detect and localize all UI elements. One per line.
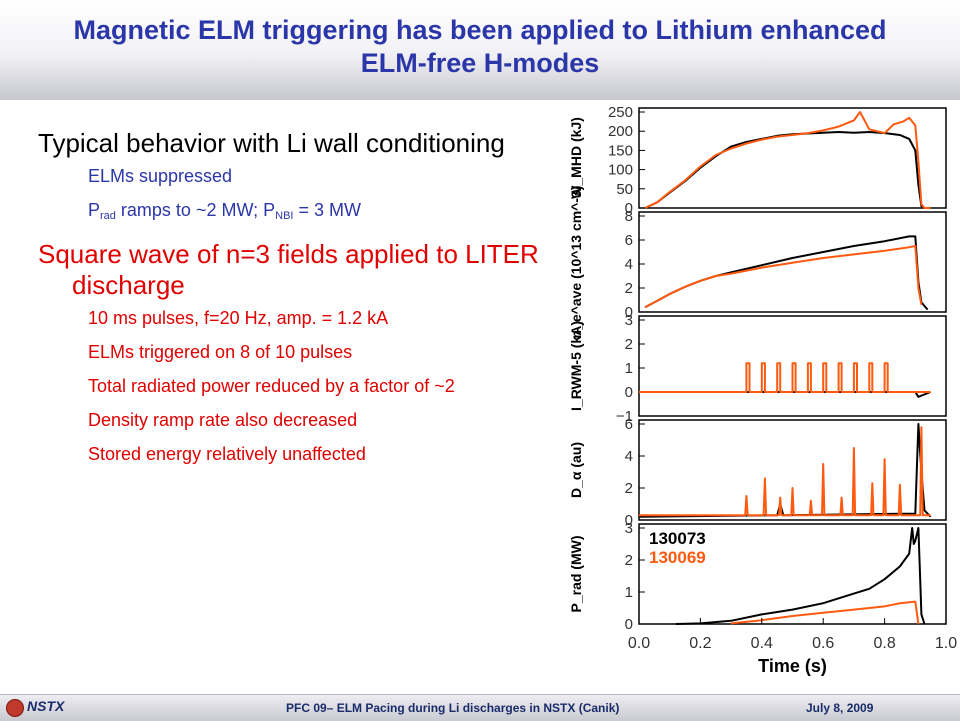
panel-5-ytick-label: 2 [625,552,633,569]
panel-2-series-130069 [644,245,923,309]
panel-4-series-130069 [639,426,931,517]
x-tick-label: 0.6 [812,635,834,652]
panel-1-ytick-label: 0 [625,200,633,217]
x-tick-label: 0.2 [689,635,711,652]
panel-4-ytick-label: 4 [625,448,633,465]
panel-2-ytick-label: 8 [625,208,633,225]
panel-5-ytick-label: 1 [625,584,633,601]
panel-3-series-130069 [639,362,931,393]
panel-2-ytick-label: 2 [625,280,633,297]
panel-2-ytick-label: 0 [625,304,633,321]
panel-4-ylabel: D_α (au) [568,442,584,498]
panel-4-ytick-label: 2 [625,480,633,497]
panel-1-ytick-label: 250 [608,104,633,121]
bullet-li-conditioning: Typical behavior with Li wall conditioni… [38,128,505,158]
footer-bar: NSTX PFC 09– ELM Pacing during Li discha… [0,694,960,721]
bullet-list: Typical behavior with Li wall conditioni… [38,128,548,477]
sub-elms-suppressed: ELMs suppressed [88,166,233,186]
panel-2-ytick-label: 4 [625,256,633,273]
panel-1-ylabel: W_MHD (kJ) [568,117,584,199]
panel-5-ytick-label: 0 [625,616,633,633]
panel-5-ylabel: P_rad (MW) [568,536,584,613]
legend-entry-130069: 130069 [649,548,706,567]
panel-1-ytick-label: 150 [608,142,633,159]
panel-4-ytick-label: 6 [625,416,633,433]
footer-title: PFC 09– ELM Pacing during Li discharges … [286,701,620,715]
sub-stored-energy: Stored energy relatively unaffected [88,444,366,464]
panel-5-series-130073 [675,527,926,625]
panel-5-series-130069 [730,600,920,625]
panel-1-ytick-label: 200 [608,123,633,140]
panel-3-ytick-label: −1 [616,408,633,425]
sub-density-ramp: Density ramp rate also decreased [88,410,358,430]
footer-logo-text: NSTX [27,698,65,714]
panel-3-ytick-label: 0 [625,384,633,401]
slide-title: Magnetic ELM triggering has been applied… [73,15,887,78]
panel-4-series-130073 [638,423,932,518]
panel-3-ytick-label: 3 [625,312,633,329]
sub-elms-triggered: ELMs triggered on 8 of 10 pulses [88,342,353,362]
x-tick-label: 0.0 [628,635,650,652]
legend-entry-130073: 130073 [649,529,706,548]
x-tick-label: 1.0 [935,635,957,652]
panel-2-ytick-label: 6 [625,232,633,249]
sub-pulses: 10 ms pulses, f=20 Hz, amp. = 1.2 kA [88,308,389,328]
panel-3-ylabel: I_RWM-5 (kA) [568,321,584,411]
title-bar: Magnetic ELM triggering has been applied… [0,0,960,100]
x-tick-label: 0.8 [873,635,895,652]
panel-3-ytick-label: 2 [625,336,633,353]
panel-1-ytick-label: 50 [616,181,633,198]
x-axis-label: Time (s) [758,656,827,676]
panel-2-ylabel: n_e^ave (10^13 cm^-3) [568,186,584,339]
panel-4-ytick-label: 0 [625,512,633,529]
bullet-square-wave: Square wave of n=3 fields applied to LIT… [38,239,539,300]
panel-3-ytick-label: 1 [625,360,633,377]
sub-radiated-power: Total radiated power reduced by a factor… [88,376,455,396]
panel-5-ytick-label: 3 [625,520,633,537]
panel-1-ytick-label: 100 [608,162,633,179]
sub-prad-ramp: Prad ramps to ~2 MW; PNBI = 3 MW [88,200,361,222]
nstx-logo-icon [6,699,24,717]
panel-1-series-130069 [644,111,931,209]
x-tick-label: 0.4 [751,635,773,652]
panel-5-frame [638,523,947,625]
footer-date: July 8, 2009 [806,701,874,715]
